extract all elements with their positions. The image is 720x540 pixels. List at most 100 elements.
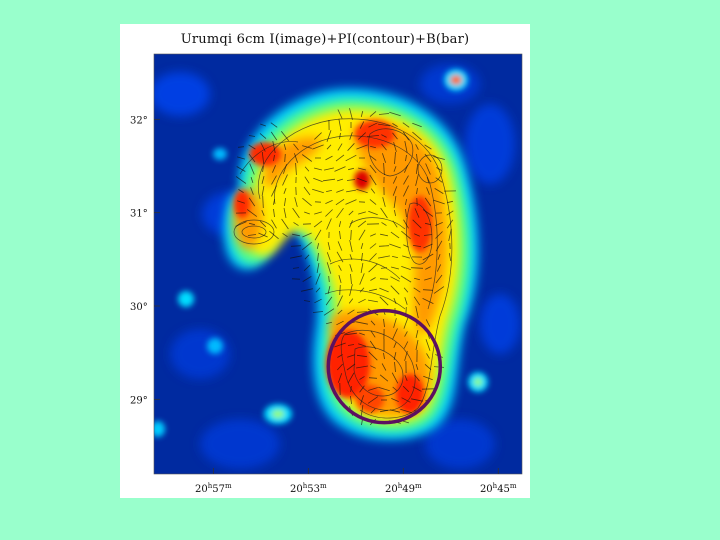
b-field-bar [369,199,377,205]
b-field-bar [271,175,277,185]
b-field-bar [426,187,430,195]
compact-sources [154,69,488,437]
b-field-bar [337,363,343,371]
b-field-bar [314,132,322,140]
b-field-bar [382,197,386,207]
b-field-bar [293,222,299,226]
b-field-bar [369,288,377,292]
b-field-bar [359,121,365,129]
b-field-bar [350,385,352,393]
b-field-bar [356,321,368,325]
b-field-bar [246,209,258,217]
b-field-bar [282,232,288,238]
b-field-bar [271,219,277,229]
b-field-bar [347,344,355,346]
b-field-bar [435,231,443,239]
b-field-bar [356,144,368,150]
b-field-bar [402,420,410,424]
b-field-bar [304,254,310,260]
b-field-bar [392,176,398,184]
b-field-bar [424,153,432,163]
b-field-bar [379,296,389,306]
b-field-bar [303,264,311,272]
b-field-bar [393,298,397,304]
b-field-bar [349,264,353,272]
b-field-bar [422,253,434,261]
b-field-bar [292,207,300,219]
b-field-bar [368,210,378,216]
b-field-bar [415,363,419,371]
b-field-bar [283,164,287,174]
b-field-bar [368,122,378,128]
b-field-bar [413,287,421,293]
b-field-bar [261,151,265,165]
b-field-bar [405,199,407,205]
b-field-bar [401,397,411,403]
b-field-bar [338,274,342,284]
b-field-bar [345,199,357,205]
b-field-bar [415,144,419,150]
b-field-bar [425,339,431,351]
b-field-bar [303,186,311,196]
b-field-bar [360,242,364,250]
b-field-bar [404,141,408,153]
b-field-bar [426,176,430,184]
b-field-bar [360,111,364,117]
b-field-bar [346,179,356,181]
b-field-bar [404,351,408,361]
b-field-bar [349,240,353,252]
b-field-bar [426,353,430,359]
figure-panel: Urumqi 6cm I(image)+PI(contour)+B(bar) [120,24,530,498]
b-field-bar [345,154,357,162]
b-field-bar [403,287,409,293]
b-field-bar [284,197,286,207]
y-axis-labels: 32° 31° 30° 29° [130,115,148,406]
b-field-bar [328,275,330,283]
b-field-bar [414,374,420,382]
magnetic-field-bars [235,108,457,426]
b-field-bar [302,276,312,282]
b-field-bar [326,130,332,142]
b-field-bar [312,144,324,150]
b-field-bar [416,187,418,195]
b-field-bar [370,365,376,369]
b-field-bar [248,197,256,207]
b-field-bar [272,165,276,173]
b-field-bar [349,132,353,140]
b-field-bar [378,255,390,259]
b-field-bar [370,320,376,326]
b-field-bar [346,363,356,371]
b-field-bar [261,186,265,196]
b-field-bar [403,175,409,185]
b-field-bar [369,243,377,249]
b-field-bar [280,131,290,141]
b-field-bar [304,176,310,184]
b-field-bar [337,109,343,119]
b-field-bar [381,134,387,138]
b-field-bar [393,342,397,348]
b-field-bar [380,207,388,219]
b-field-bar [394,361,396,373]
b-field-bar [338,265,342,271]
y-tick-label: 32° [130,115,148,126]
b-field-bar [400,275,412,283]
b-field-bar [448,253,452,261]
b-field-bar [339,132,341,140]
b-field-bar [347,354,355,358]
b-field-bar [367,396,379,404]
b-field-bar [336,189,344,193]
b-field-bar [294,197,298,207]
b-field-bar [378,113,390,115]
b-field-bar [282,174,288,186]
b-field-bar [302,232,312,238]
b-field-bar [335,154,345,162]
b-field-bar [350,395,352,405]
b-field-bar [337,241,343,251]
b-field-bar [262,195,264,209]
b-field-bar [447,200,453,204]
b-field-bar [369,111,377,117]
b-field-bar [304,166,310,172]
b-field-bar [390,285,400,295]
b-field-bar [434,188,444,194]
b-field-bar [326,252,332,262]
